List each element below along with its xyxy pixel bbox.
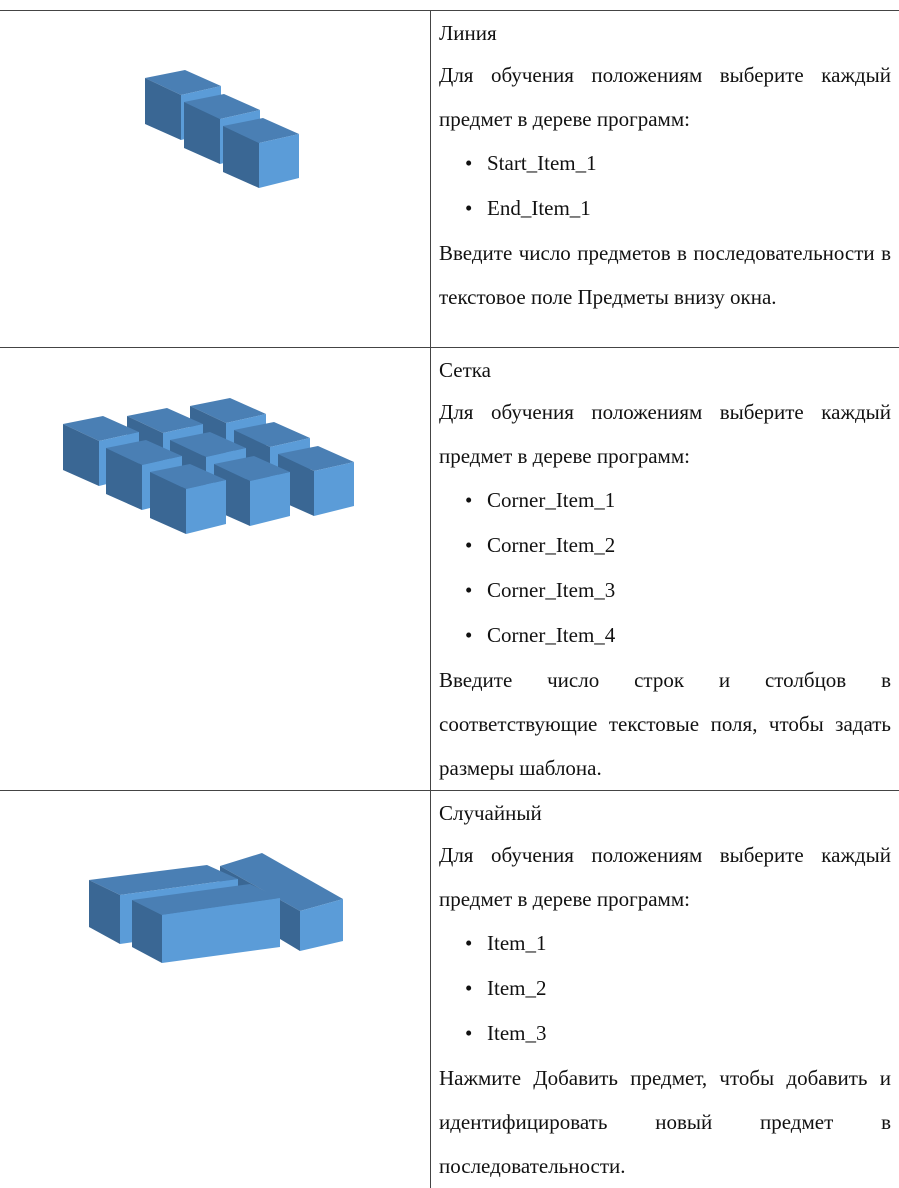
random-illustration (0, 791, 430, 1011)
intro: Для обучения положениям выберите каждый … (439, 53, 891, 141)
image-cell (0, 791, 431, 1188)
list-item: Item_2 (487, 966, 891, 1011)
row: Сетка Для обучения положениям выберите к… (0, 348, 899, 791)
page: {"rows": [ {"title": "Линия", "intro": "… (0, 0, 899, 1146)
intro: Для обучения положениям выберите каждый … (439, 833, 891, 921)
title: Случайный (439, 797, 891, 829)
text-cell: Линия Для обучения положениям выберите к… (431, 11, 899, 348)
list: Corner_Item_1 Corner_Item_2 Corner_Item_… (439, 478, 891, 658)
list-item: Corner_Item_1 (487, 478, 891, 523)
text-cell: Сетка Для обучения положениям выберите к… (431, 348, 899, 791)
list: Item_1 Item_2 Item_3 (439, 921, 891, 1056)
row: Линия Для обучения положениям выберите к… (0, 11, 899, 348)
note: Введите число строк и столбцов в соответ… (439, 658, 891, 790)
text-cell: Случайный Для обучения положениям выбери… (431, 791, 899, 1188)
list: Start_Item_1 End_Item_1 (439, 141, 891, 231)
list-item: Corner_Item_4 (487, 613, 891, 658)
row: Случайный Для обучения положениям выбери… (0, 791, 899, 1188)
note: Введите число предметов в последовательн… (439, 231, 891, 319)
title: Сетка (439, 354, 891, 386)
title: Линия (439, 17, 891, 49)
list-item: End_Item_1 (487, 186, 891, 231)
note: Нажмите Добавить предмет, чтобы добавить… (439, 1056, 891, 1188)
grid-illustration (0, 348, 430, 578)
line-illustration (0, 11, 430, 211)
list-item: Item_1 (487, 921, 891, 966)
list-item: Item_3 (487, 1011, 891, 1056)
options-table: Линия Для обучения положениям выберите к… (0, 10, 899, 1188)
list-item: Corner_Item_3 (487, 568, 891, 613)
image-cell (0, 348, 431, 791)
image-cell (0, 11, 431, 348)
intro: Для обучения положениям выберите каждый … (439, 390, 891, 478)
list-item: Corner_Item_2 (487, 523, 891, 568)
list-item: Start_Item_1 (487, 141, 891, 186)
